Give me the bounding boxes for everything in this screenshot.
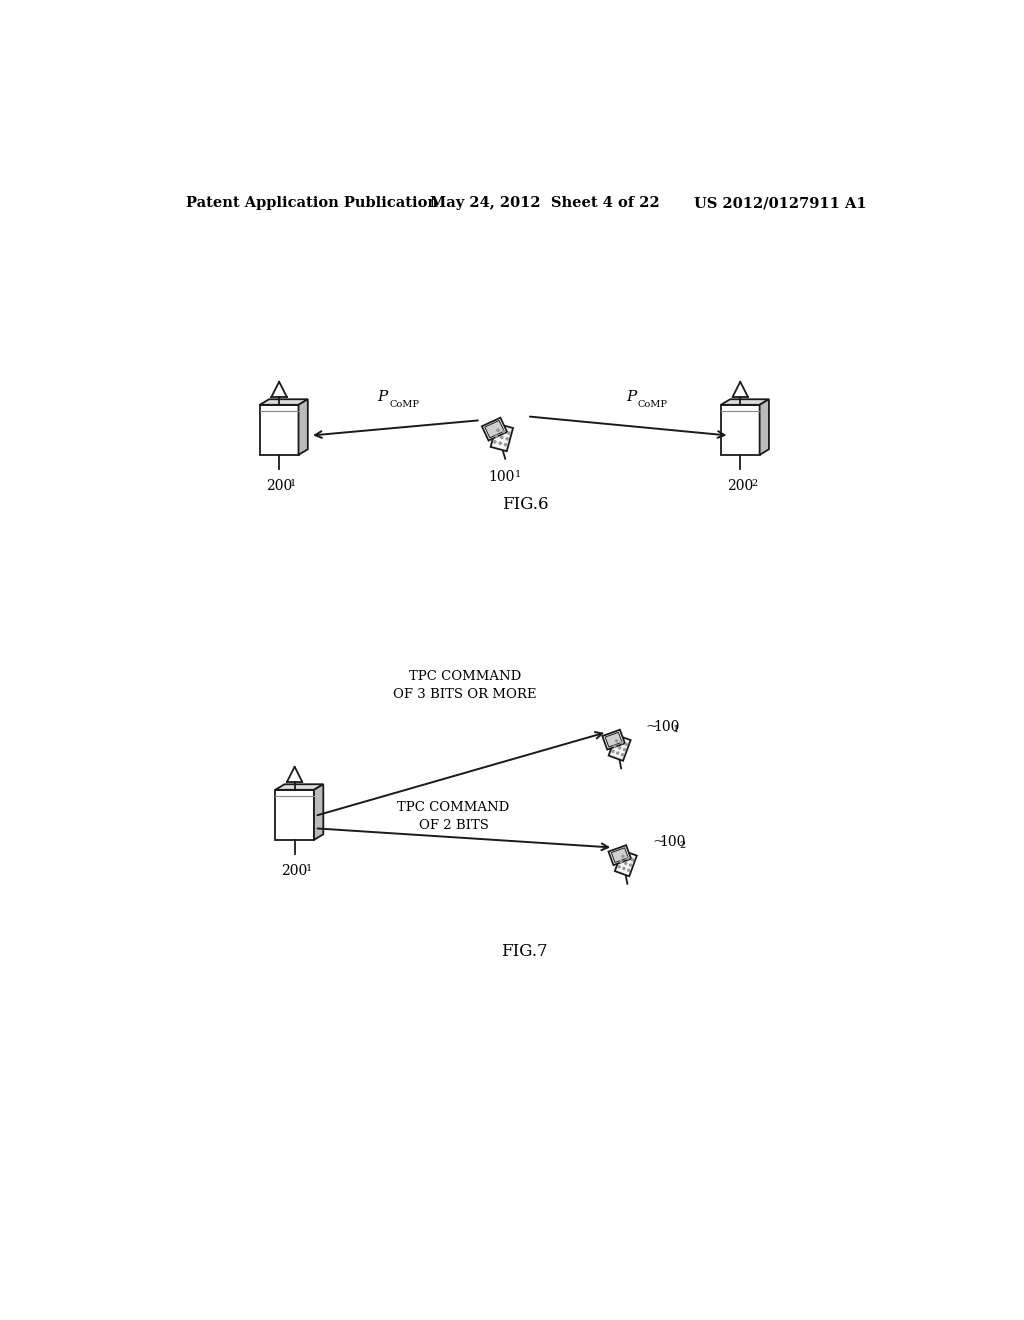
Circle shape (497, 429, 499, 432)
Polygon shape (275, 784, 324, 789)
Circle shape (618, 747, 621, 748)
Polygon shape (275, 789, 314, 840)
Text: 2: 2 (751, 479, 758, 488)
Text: 1: 1 (290, 479, 296, 488)
Polygon shape (605, 733, 622, 747)
Text: TPC COMMAND
OF 2 BITS: TPC COMMAND OF 2 BITS (397, 801, 510, 832)
Polygon shape (490, 424, 513, 451)
Polygon shape (721, 399, 769, 405)
Circle shape (620, 861, 622, 862)
Text: May 24, 2012  Sheet 4 of 22: May 24, 2012 Sheet 4 of 22 (430, 197, 660, 210)
Text: 100: 100 (653, 719, 680, 734)
Text: CoMP: CoMP (638, 400, 668, 409)
Circle shape (506, 438, 508, 440)
Circle shape (630, 865, 632, 866)
Circle shape (625, 862, 627, 865)
Text: 1: 1 (673, 725, 679, 734)
Polygon shape (299, 399, 308, 455)
Text: 100: 100 (488, 470, 515, 484)
Polygon shape (484, 421, 504, 438)
Circle shape (615, 741, 617, 742)
Polygon shape (614, 850, 637, 876)
Circle shape (616, 752, 618, 754)
Circle shape (628, 870, 630, 871)
Text: 2: 2 (679, 841, 685, 850)
Text: 200: 200 (727, 479, 754, 494)
Circle shape (623, 867, 625, 870)
Polygon shape (721, 405, 760, 455)
Text: 1: 1 (305, 865, 311, 874)
Polygon shape (602, 730, 625, 750)
Circle shape (612, 750, 614, 752)
Text: CoMP: CoMP (389, 400, 419, 409)
Text: FIG.7: FIG.7 (502, 942, 548, 960)
Polygon shape (260, 399, 308, 405)
Text: US 2012/0127911 A1: US 2012/0127911 A1 (693, 197, 866, 210)
Polygon shape (608, 845, 631, 865)
Polygon shape (611, 847, 629, 862)
Text: TPC COMMAND
OF 3 BITS OR MORE: TPC COMMAND OF 3 BITS OR MORE (393, 671, 537, 701)
Circle shape (627, 857, 629, 859)
Text: 200: 200 (282, 865, 308, 879)
Circle shape (494, 441, 496, 444)
Polygon shape (314, 784, 324, 840)
Polygon shape (760, 399, 769, 455)
Circle shape (624, 748, 626, 751)
Text: Patent Application Publication: Patent Application Publication (186, 197, 438, 210)
Circle shape (499, 442, 502, 445)
Circle shape (508, 432, 510, 434)
Circle shape (621, 742, 623, 743)
Text: FIG.6: FIG.6 (502, 496, 548, 513)
Circle shape (626, 743, 628, 746)
Circle shape (613, 744, 615, 747)
Polygon shape (608, 735, 631, 760)
Circle shape (496, 434, 498, 437)
Text: P: P (378, 391, 388, 404)
Circle shape (502, 430, 505, 433)
Text: ~: ~ (652, 836, 665, 849)
Text: 200: 200 (266, 479, 292, 494)
Polygon shape (482, 417, 507, 441)
Circle shape (501, 437, 503, 438)
Circle shape (632, 859, 634, 861)
Circle shape (618, 866, 621, 867)
Circle shape (622, 855, 624, 858)
Polygon shape (260, 405, 299, 455)
Text: 100: 100 (659, 836, 686, 849)
Circle shape (622, 754, 624, 756)
Circle shape (505, 444, 507, 446)
Text: ~: ~ (646, 719, 658, 734)
Text: 1: 1 (515, 470, 521, 479)
Text: P: P (626, 391, 636, 404)
